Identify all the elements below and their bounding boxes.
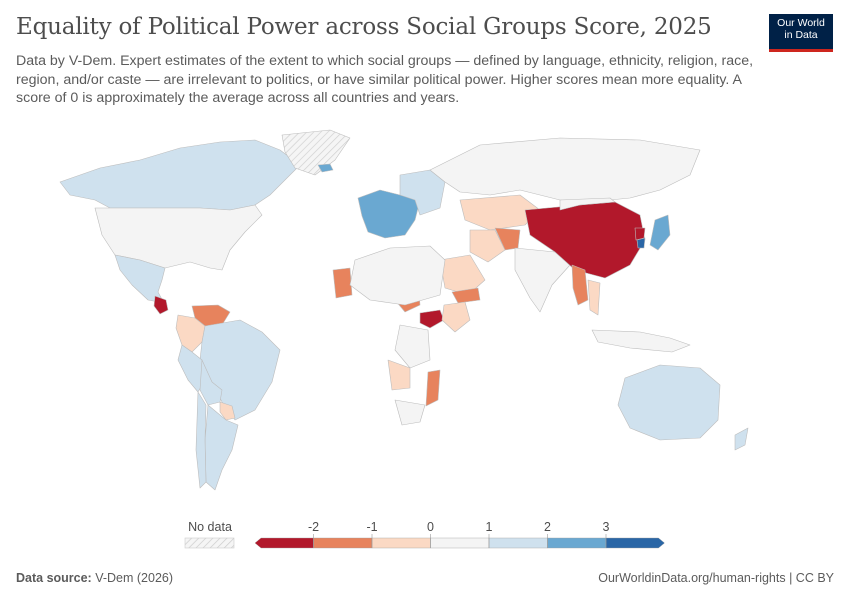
legend-no-data-swatch [184,537,235,549]
logo-line-2: in Data [784,29,818,41]
region-south-sudan[interactable] [419,309,445,329]
legend-tick-label: 0 [427,520,434,534]
source-label: Data source: [16,571,92,585]
legend-tick-label: 1 [486,520,493,534]
region-mexico[interactable] [114,254,166,304]
footer-source: Data source: V-Dem (2026) [16,571,173,585]
region-yemen[interactable] [451,287,481,304]
region-australia[interactable] [617,364,721,441]
region-ethiopia[interactable] [441,301,471,333]
legend-bin-5[interactable] [547,537,607,549]
region-brazil[interactable] [199,319,281,421]
region-mozambique[interactable] [425,369,441,407]
chart-title: Equality of Political Power across Socia… [16,14,712,40]
region-canada[interactable] [59,139,301,211]
legend-bin-6[interactable] [605,537,665,549]
region-indonesia[interactable] [591,329,691,353]
region-dr-congo[interactable] [394,324,431,369]
region-north-korea[interactable] [634,227,646,241]
world-map[interactable] [0,120,850,510]
region-japan[interactable] [649,214,671,251]
logo-line-1: Our World [777,17,825,29]
legend-bin-4[interactable] [488,537,548,549]
legend-tick-label: -1 [366,520,377,534]
region-paraguay[interactable] [219,401,236,421]
region-saudi-arabia[interactable] [439,254,486,296]
region-russia[interactable] [429,137,701,203]
legend-tick-label: -2 [308,520,319,534]
source-value[interactable]: V-Dem (2026) [95,571,174,585]
region-iceland[interactable] [317,163,334,173]
region-south-africa[interactable] [394,399,426,426]
region-new-zealand[interactable] [734,427,749,451]
legend: No data -2 -1 0 1 2 3 [184,520,665,549]
legend-no-data-label: No data [188,520,232,534]
legend-tick-label: 3 [603,520,610,534]
region-kazakhstan[interactable] [459,194,541,231]
region-mauritania[interactable] [332,267,353,299]
legend-bin-1[interactable] [313,537,373,549]
region-iran[interactable] [469,229,506,263]
chart-subtitle: Data by V-Dem. Expert estimates of the e… [16,53,754,106]
region-mongolia[interactable] [559,197,616,211]
region-north-africa[interactable] [349,245,446,306]
region-western-europe[interactable] [357,189,421,239]
region-nicaragua[interactable] [153,295,169,315]
region-angola[interactable] [387,359,411,391]
legend-bin-2[interactable] [371,537,431,549]
owid-logo[interactable]: Our World in Data [769,14,833,52]
region-myanmar[interactable] [571,264,589,306]
footer-url[interactable]: OurWorldinData.org/human-rights | CC BY [598,571,834,585]
region-colombia[interactable] [175,314,206,353]
region-chile[interactable] [195,391,207,489]
legend-bin-0[interactable] [254,537,314,549]
legend-tick-label: 2 [544,520,551,534]
legend-bin-3[interactable] [430,537,490,549]
region-thailand[interactable] [587,279,601,316]
